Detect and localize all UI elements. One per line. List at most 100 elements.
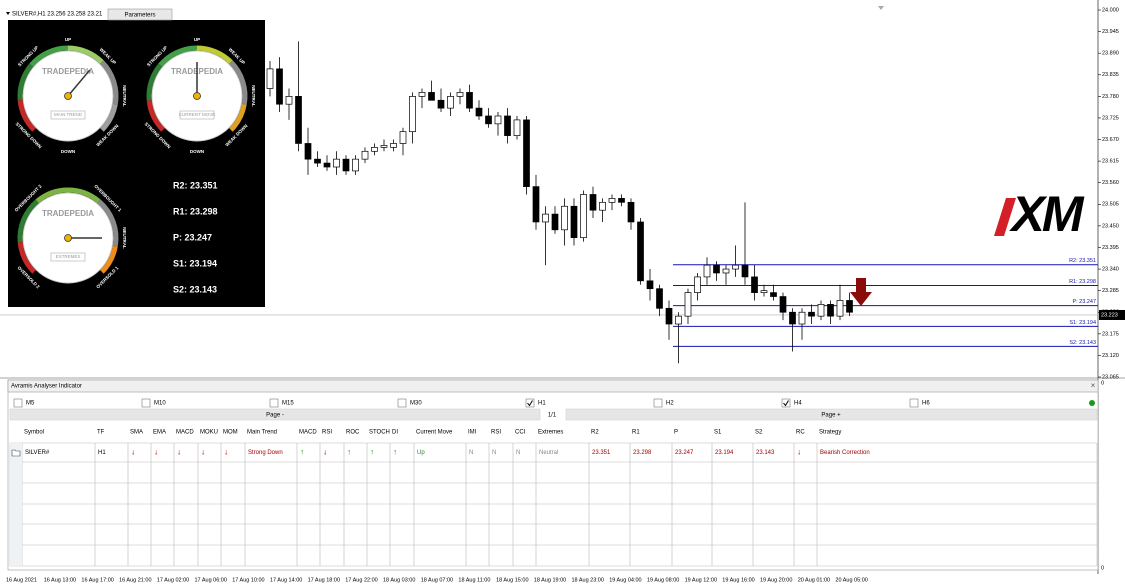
table-cell: 23.143 bbox=[756, 450, 775, 456]
pivot-label: R2: 23.351 bbox=[1069, 258, 1096, 264]
candle-body bbox=[637, 221, 644, 282]
candle-body bbox=[513, 119, 521, 136]
parameters-label[interactable]: Parameters bbox=[124, 13, 155, 19]
candle-body bbox=[751, 276, 758, 293]
column-header: MOM bbox=[223, 430, 238, 436]
candle-body bbox=[836, 300, 844, 317]
candle-body bbox=[732, 264, 739, 270]
candle-body bbox=[551, 213, 559, 231]
close-button[interactable]: × bbox=[1091, 381, 1096, 390]
gauge-arc bbox=[29, 45, 69, 67]
timeframe-label[interactable]: H6 bbox=[922, 401, 930, 407]
table-cell: ↓ bbox=[177, 448, 181, 457]
column-header: R2 bbox=[591, 430, 599, 436]
timeframe-label[interactable]: M10 bbox=[154, 401, 166, 407]
timeframe-label[interactable]: H2 bbox=[666, 401, 674, 407]
table-cell: ↓ bbox=[154, 448, 158, 457]
table-cell: ↑ bbox=[393, 448, 397, 457]
candle-body bbox=[361, 150, 369, 160]
logo-stripe bbox=[994, 198, 1016, 236]
candle-body bbox=[371, 147, 378, 152]
candle-body bbox=[466, 92, 473, 109]
column-header: S2 bbox=[755, 430, 763, 436]
timeframe-checkbox[interactable] bbox=[13, 398, 23, 408]
y-tick-label: 23.505 bbox=[1102, 202, 1119, 208]
candle-body bbox=[646, 280, 654, 290]
gauge-arc bbox=[17, 99, 36, 132]
timeframe-label[interactable]: H4 bbox=[794, 401, 802, 407]
candle-body bbox=[542, 213, 549, 223]
table-cell: 23.298 bbox=[633, 450, 652, 456]
timeframe-label[interactable]: M30 bbox=[410, 401, 422, 407]
timeframe-checkbox[interactable] bbox=[269, 398, 279, 408]
pivot-label: P: 23.247 bbox=[1072, 299, 1096, 305]
x-tick-label: 16 Aug 21:00 bbox=[119, 577, 151, 583]
indicator-scale-top: 0 bbox=[1101, 380, 1104, 386]
gauge-arc bbox=[146, 99, 165, 132]
candle-body bbox=[760, 290, 768, 293]
candle-body bbox=[703, 264, 711, 278]
x-tick-label: 18 Aug 07:00 bbox=[421, 577, 453, 583]
timeframe-label[interactable]: M15 bbox=[282, 401, 294, 407]
timeframe-checkbox[interactable] bbox=[653, 398, 663, 408]
candle-body bbox=[656, 288, 663, 309]
timeframe-checkbox[interactable] bbox=[781, 398, 791, 408]
row-icon-cell bbox=[10, 462, 22, 483]
timeframe-label[interactable]: H1 bbox=[538, 401, 546, 407]
candle-body bbox=[561, 205, 568, 231]
candle-body bbox=[409, 96, 416, 133]
y-tick-label: 23.780 bbox=[1102, 94, 1119, 100]
table-cell: 23.194 bbox=[715, 450, 734, 456]
gauge-needle bbox=[67, 69, 91, 97]
gauge-caption-box bbox=[50, 110, 86, 120]
gauge-brand: TRADEPEDIA bbox=[42, 67, 94, 76]
candle-body bbox=[418, 92, 426, 97]
current-price-box bbox=[1099, 309, 1125, 320]
page-next-label[interactable]: Page + bbox=[821, 413, 841, 419]
logo: XM bbox=[1009, 186, 1085, 242]
page-prev-label[interactable]: Page - bbox=[266, 413, 284, 419]
x-tick-label: 19 Aug 16:00 bbox=[722, 577, 754, 583]
candle-body bbox=[475, 107, 483, 117]
column-header: RSI bbox=[491, 430, 501, 436]
table-cell: Up bbox=[417, 450, 425, 456]
candle-body bbox=[285, 96, 293, 105]
x-tick-label: 19 Aug 04:00 bbox=[609, 577, 641, 583]
gauge-label: DOWN bbox=[61, 149, 75, 154]
gauge-arc bbox=[229, 103, 247, 132]
table-cell: SILVER# bbox=[25, 450, 50, 456]
table-cell: ↓ bbox=[224, 448, 228, 457]
panel-title-bar bbox=[7, 379, 1099, 393]
gauge-label: NEUTRAL bbox=[251, 85, 256, 107]
page-next-button[interactable] bbox=[565, 408, 1098, 421]
x-tick-label: 19 Aug 08:00 bbox=[647, 577, 679, 583]
gauge-label: NEUTRAL bbox=[122, 227, 127, 249]
x-tick-label: 17 Aug 14:00 bbox=[270, 577, 302, 583]
timeframe-checkbox[interactable] bbox=[397, 398, 407, 408]
pivot-summary: R1: 23.298 bbox=[173, 206, 218, 216]
gauge-arc bbox=[17, 63, 34, 101]
y-tick-label: 23.835 bbox=[1102, 72, 1119, 78]
candle-body bbox=[276, 68, 283, 105]
checkmark bbox=[783, 400, 789, 407]
timeframe-checkbox[interactable] bbox=[525, 398, 535, 408]
candle-body bbox=[447, 96, 454, 109]
candle-body bbox=[390, 143, 397, 148]
candle-body bbox=[846, 300, 853, 313]
x-tick-label: 16 Aug 17:00 bbox=[81, 577, 113, 583]
page-indicator: 1/1 bbox=[548, 413, 557, 419]
timeframe-checkbox[interactable] bbox=[909, 398, 919, 408]
column-header: STOCH bbox=[369, 430, 390, 436]
x-tick-label: 18 Aug 03:00 bbox=[383, 577, 415, 583]
table-cell: 23.247 bbox=[675, 450, 694, 456]
row-icon-cell bbox=[10, 524, 22, 545]
page-prev-button[interactable] bbox=[9, 408, 541, 421]
candle-body bbox=[399, 131, 407, 144]
timeframe-label[interactable]: M5 bbox=[26, 401, 35, 407]
x-tick-label: 20 Aug 05:00 bbox=[835, 577, 867, 583]
candle-body bbox=[532, 186, 540, 223]
timeframe-checkbox[interactable] bbox=[141, 398, 151, 408]
x-tick-label: 17 Aug 18:00 bbox=[308, 577, 340, 583]
parameters-button[interactable] bbox=[107, 8, 173, 21]
